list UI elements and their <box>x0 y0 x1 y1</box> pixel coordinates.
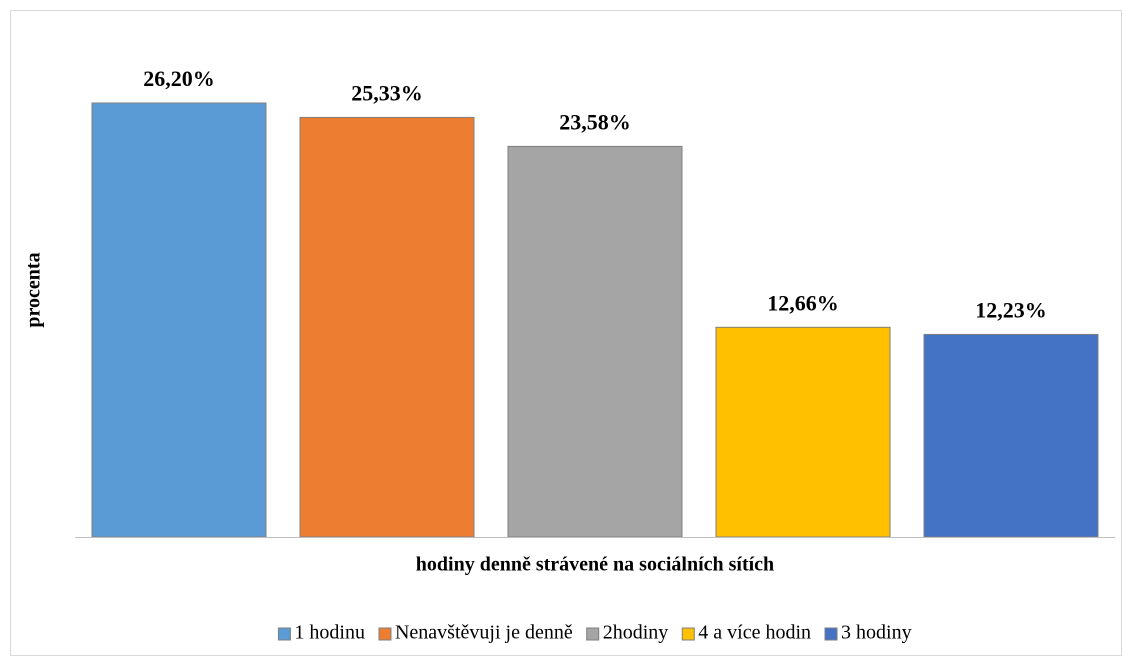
legend-label: 4 a více hodin <box>698 622 811 644</box>
legend-item: 3 hodiny <box>824 622 912 644</box>
x-axis-title: hodiny denně strávené na sociálních sítí… <box>416 554 774 576</box>
data-label: 12,23% <box>975 297 1047 322</box>
legend-label: 3 hodiny <box>841 622 912 644</box>
legend-label: 2hodiny <box>603 622 669 644</box>
legend-item: 4 a více hodin <box>681 622 811 644</box>
bar <box>507 145 683 538</box>
data-label: 26,20% <box>143 66 215 91</box>
legend-label: 1 hodinu <box>294 622 365 644</box>
legend-item: Nenavštěvuji je denně <box>378 622 573 644</box>
bar <box>715 326 891 538</box>
data-label: 23,58% <box>559 109 631 134</box>
bar <box>923 333 1099 538</box>
legend-swatch <box>824 627 838 641</box>
bar <box>91 102 267 538</box>
data-label: 12,66% <box>767 290 839 315</box>
legend-swatch <box>277 627 291 641</box>
legend-item: 2hodiny <box>586 622 669 644</box>
legend-label: Nenavštěvuji je denně <box>395 622 573 644</box>
legend-swatch <box>586 627 600 641</box>
legend-item: 1 hodinu <box>277 622 365 644</box>
bar <box>299 116 475 538</box>
legend-swatch <box>378 627 392 641</box>
legend-swatch <box>681 627 695 641</box>
data-label: 25,33% <box>351 80 423 105</box>
y-axis-title: procenta <box>23 252 45 327</box>
